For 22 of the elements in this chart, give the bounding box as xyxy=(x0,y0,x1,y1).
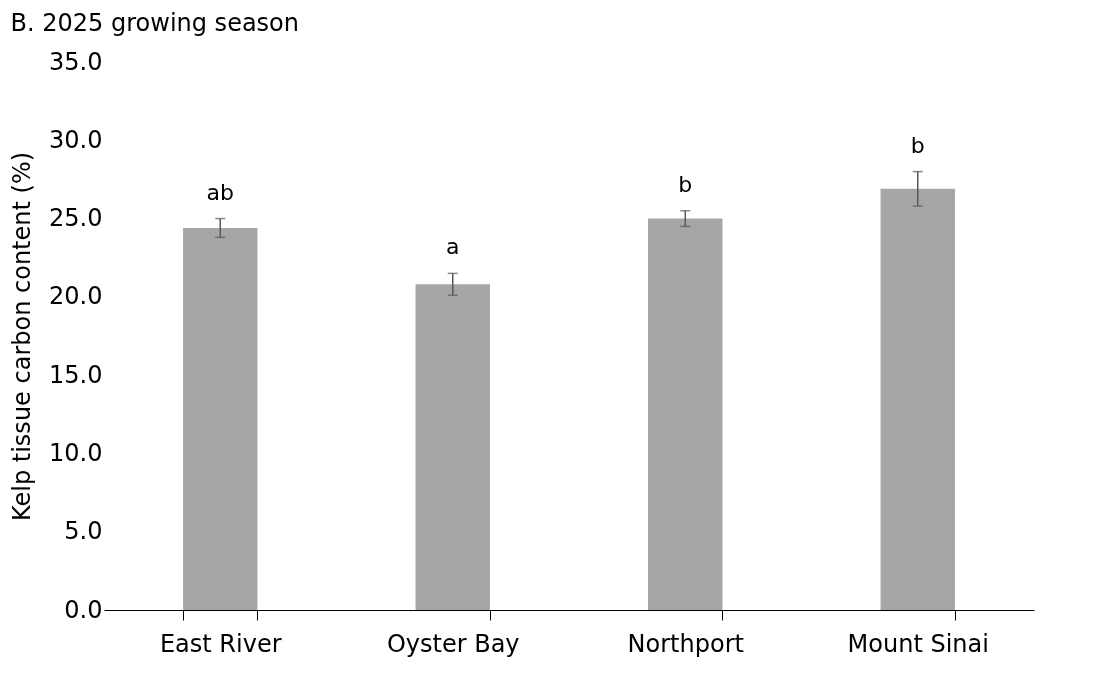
y-tick-label: 15.0 xyxy=(49,360,103,389)
x-tick-label: East River xyxy=(159,629,282,658)
annotation: b xyxy=(678,171,693,197)
x-tick-label: Northport xyxy=(627,629,744,658)
annotation: b xyxy=(910,132,925,158)
bar xyxy=(183,227,258,610)
x-tick-label: Mount Sinai xyxy=(847,629,989,658)
annotation: a xyxy=(446,234,460,260)
y-tick-label: 25.0 xyxy=(49,204,103,233)
y-tick-label: 35.0 xyxy=(49,47,103,76)
bar xyxy=(880,188,955,610)
y-tick-label: 0.0 xyxy=(64,595,103,624)
y-tick-label: 5.0 xyxy=(64,517,103,546)
y-axis-title: Kelp tissue carbon content (%) xyxy=(8,151,37,522)
x-tick-label: Oyster Bay xyxy=(386,629,520,658)
chart-title: B. 2025 growing season xyxy=(10,9,299,37)
annotation: ab xyxy=(206,179,234,205)
y-tick-label: 20.0 xyxy=(49,282,103,311)
bar xyxy=(648,218,723,610)
y-tick-label: 30.0 xyxy=(49,125,103,154)
y-tick-label: 10.0 xyxy=(49,438,103,467)
bar xyxy=(415,284,490,610)
